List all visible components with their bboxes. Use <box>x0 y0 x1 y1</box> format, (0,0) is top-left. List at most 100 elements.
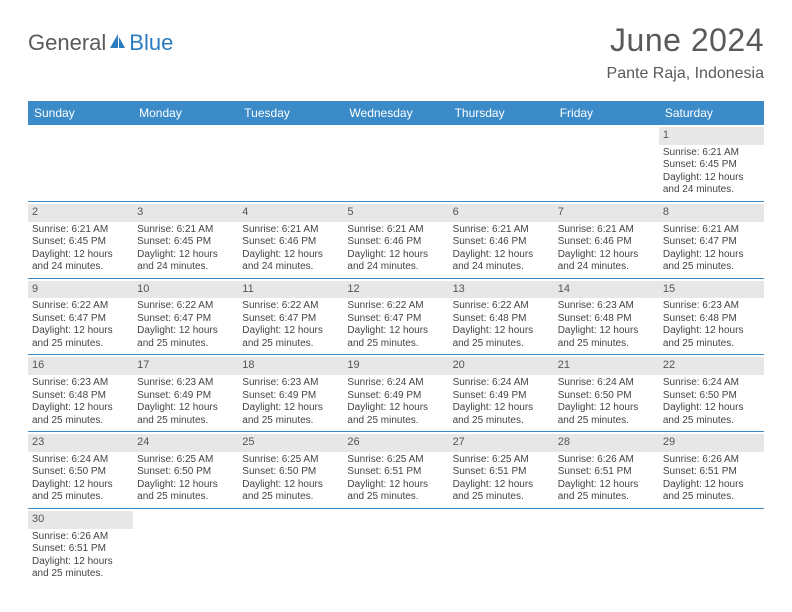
sunrise-text: Sunrise: 6:21 AM <box>663 224 760 237</box>
daylight-text: and 25 minutes. <box>137 491 234 504</box>
daylight-text: and 25 minutes. <box>453 491 550 504</box>
daylight-text: and 25 minutes. <box>137 415 234 428</box>
calendar-week-row: 16Sunrise: 6:23 AMSunset: 6:48 PMDayligh… <box>28 355 764 432</box>
calendar-day-cell: 16Sunrise: 6:23 AMSunset: 6:48 PMDayligh… <box>28 355 133 431</box>
daylight-text: and 25 minutes. <box>32 415 129 428</box>
calendar-empty-cell <box>133 125 238 201</box>
sunset-text: Sunset: 6:47 PM <box>32 313 129 326</box>
day-number: 25 <box>238 434 343 452</box>
sunrise-text: Sunrise: 6:25 AM <box>137 454 234 467</box>
calendar-day-cell: 26Sunrise: 6:25 AMSunset: 6:51 PMDayligh… <box>343 432 448 508</box>
calendar-day-cell: 14Sunrise: 6:23 AMSunset: 6:48 PMDayligh… <box>554 279 659 355</box>
sunset-text: Sunset: 6:45 PM <box>137 236 234 249</box>
day-number: 22 <box>659 357 764 375</box>
day-number: 10 <box>133 281 238 299</box>
sunset-text: Sunset: 6:45 PM <box>663 159 760 172</box>
calendar-empty-cell <box>449 125 554 201</box>
sunset-text: Sunset: 6:48 PM <box>32 390 129 403</box>
daylight-text: Daylight: 12 hours <box>558 249 655 262</box>
calendar-week-row: 1Sunrise: 6:21 AMSunset: 6:45 PMDaylight… <box>28 125 764 202</box>
sunset-text: Sunset: 6:47 PM <box>663 236 760 249</box>
weekday-header: Thursday <box>449 101 554 125</box>
day-number: 21 <box>554 357 659 375</box>
calendar-day-cell: 20Sunrise: 6:24 AMSunset: 6:49 PMDayligh… <box>449 355 554 431</box>
calendar-day-cell: 17Sunrise: 6:23 AMSunset: 6:49 PMDayligh… <box>133 355 238 431</box>
sunrise-text: Sunrise: 6:21 AM <box>347 224 444 237</box>
sunset-text: Sunset: 6:49 PM <box>137 390 234 403</box>
daylight-text: Daylight: 12 hours <box>453 249 550 262</box>
calendar-day-cell: 21Sunrise: 6:24 AMSunset: 6:50 PMDayligh… <box>554 355 659 431</box>
brand-text-blue: Blue <box>129 30 173 56</box>
calendar-day-cell: 19Sunrise: 6:24 AMSunset: 6:49 PMDayligh… <box>343 355 448 431</box>
weekday-header: Wednesday <box>343 101 448 125</box>
sunrise-text: Sunrise: 6:24 AM <box>453 377 550 390</box>
sunrise-text: Sunrise: 6:24 AM <box>347 377 444 390</box>
daylight-text: Daylight: 12 hours <box>242 325 339 338</box>
daylight-text: Daylight: 12 hours <box>32 325 129 338</box>
sunset-text: Sunset: 6:46 PM <box>453 236 550 249</box>
weekday-header: Tuesday <box>238 101 343 125</box>
daylight-text: and 25 minutes. <box>663 338 760 351</box>
daylight-text: Daylight: 12 hours <box>242 402 339 415</box>
day-number: 26 <box>343 434 448 452</box>
day-number: 24 <box>133 434 238 452</box>
calendar-empty-cell <box>554 509 659 585</box>
sunrise-text: Sunrise: 6:25 AM <box>242 454 339 467</box>
sunset-text: Sunset: 6:48 PM <box>558 313 655 326</box>
daylight-text: Daylight: 12 hours <box>453 325 550 338</box>
day-number: 12 <box>343 281 448 299</box>
day-number: 13 <box>449 281 554 299</box>
daylight-text: and 25 minutes. <box>242 338 339 351</box>
day-number: 7 <box>554 204 659 222</box>
daylight-text: and 25 minutes. <box>453 338 550 351</box>
daylight-text: and 25 minutes. <box>137 338 234 351</box>
calendar-day-cell: 8Sunrise: 6:21 AMSunset: 6:47 PMDaylight… <box>659 202 764 278</box>
location-subtitle: Pante Raja, Indonesia <box>607 65 764 83</box>
page-header: General Blue June 2024 Pante Raja, Indon… <box>0 0 792 91</box>
sunset-text: Sunset: 6:51 PM <box>558 466 655 479</box>
sunrise-text: Sunrise: 6:23 AM <box>242 377 339 390</box>
sunset-text: Sunset: 6:51 PM <box>347 466 444 479</box>
sunset-text: Sunset: 6:48 PM <box>453 313 550 326</box>
daylight-text: Daylight: 12 hours <box>137 479 234 492</box>
calendar-week-row: 9Sunrise: 6:22 AMSunset: 6:47 PMDaylight… <box>28 279 764 356</box>
daylight-text: and 25 minutes. <box>242 491 339 504</box>
day-number: 23 <box>28 434 133 452</box>
sunrise-text: Sunrise: 6:21 AM <box>137 224 234 237</box>
daylight-text: and 25 minutes. <box>663 415 760 428</box>
day-number: 11 <box>238 281 343 299</box>
calendar-day-cell: 7Sunrise: 6:21 AMSunset: 6:46 PMDaylight… <box>554 202 659 278</box>
daylight-text: Daylight: 12 hours <box>32 249 129 262</box>
calendar-day-cell: 6Sunrise: 6:21 AMSunset: 6:46 PMDaylight… <box>449 202 554 278</box>
sunrise-text: Sunrise: 6:24 AM <box>558 377 655 390</box>
daylight-text: and 25 minutes. <box>32 491 129 504</box>
day-number: 5 <box>343 204 448 222</box>
daylight-text: and 24 minutes. <box>558 261 655 274</box>
day-number: 15 <box>659 281 764 299</box>
day-number: 2 <box>28 204 133 222</box>
calendar-week-row: 23Sunrise: 6:24 AMSunset: 6:50 PMDayligh… <box>28 432 764 509</box>
calendar-day-cell: 28Sunrise: 6:26 AMSunset: 6:51 PMDayligh… <box>554 432 659 508</box>
daylight-text: and 25 minutes. <box>347 338 444 351</box>
daylight-text: and 25 minutes. <box>558 338 655 351</box>
sunset-text: Sunset: 6:49 PM <box>453 390 550 403</box>
day-number: 4 <box>238 204 343 222</box>
daylight-text: and 25 minutes. <box>663 261 760 274</box>
sail-icon <box>108 32 128 55</box>
sunrise-text: Sunrise: 6:23 AM <box>663 300 760 313</box>
day-number: 3 <box>133 204 238 222</box>
sunset-text: Sunset: 6:47 PM <box>347 313 444 326</box>
calendar-day-cell: 5Sunrise: 6:21 AMSunset: 6:46 PMDaylight… <box>343 202 448 278</box>
daylight-text: Daylight: 12 hours <box>137 402 234 415</box>
daylight-text: Daylight: 12 hours <box>242 249 339 262</box>
calendar-day-cell: 1Sunrise: 6:21 AMSunset: 6:45 PMDaylight… <box>659 125 764 201</box>
sunrise-text: Sunrise: 6:22 AM <box>242 300 339 313</box>
calendar-empty-cell <box>554 125 659 201</box>
weekday-header-row: Sunday Monday Tuesday Wednesday Thursday… <box>28 101 764 125</box>
calendar-day-cell: 4Sunrise: 6:21 AMSunset: 6:46 PMDaylight… <box>238 202 343 278</box>
daylight-text: Daylight: 12 hours <box>663 172 760 185</box>
daylight-text: Daylight: 12 hours <box>663 402 760 415</box>
sunrise-text: Sunrise: 6:26 AM <box>558 454 655 467</box>
sunset-text: Sunset: 6:46 PM <box>242 236 339 249</box>
sunrise-text: Sunrise: 6:23 AM <box>137 377 234 390</box>
